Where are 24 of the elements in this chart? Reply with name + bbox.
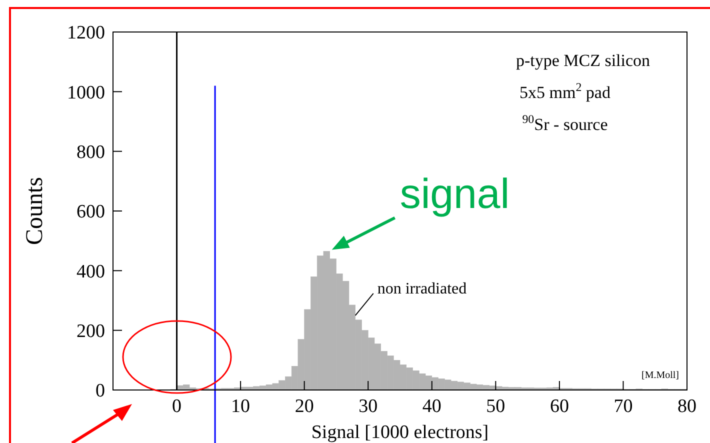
y-axis-title: Counts: [22, 176, 48, 246]
y-tick-label: 1200: [67, 22, 105, 44]
y-tick-label: 200: [76, 320, 105, 342]
annotation: $^{90}$Sr - source: [522, 112, 608, 134]
x-tick-label: 50: [486, 396, 506, 417]
annotation: [M.Moll]: [642, 370, 679, 381]
y-tick-label: 1000: [67, 82, 105, 104]
annotation: signal: [400, 170, 510, 217]
y-tick-label: 800: [76, 142, 105, 163]
x-tick-label: 60: [550, 396, 569, 417]
x-tick-label: 0: [172, 396, 182, 417]
x-tick-label: 30: [358, 396, 378, 417]
annotation: non irradiated: [377, 280, 467, 298]
y-tick-label: 600: [76, 202, 105, 223]
x-tick-label: 70: [614, 396, 633, 417]
y-tick-label: 400: [76, 261, 105, 282]
annotation: p-type MCZ silicon: [516, 51, 651, 70]
x-tick-label: 80: [678, 396, 696, 417]
x-tick-label: 40: [422, 396, 442, 417]
x-axis-title: Signal [1000 electrons]: [311, 422, 489, 443]
x-tick-label: 10: [231, 396, 250, 417]
annotation: 5x5 mm$^{2}$ pad: [520, 80, 611, 102]
x-tick-label: 20: [294, 396, 314, 417]
y-tick-label: 0: [96, 380, 105, 402]
